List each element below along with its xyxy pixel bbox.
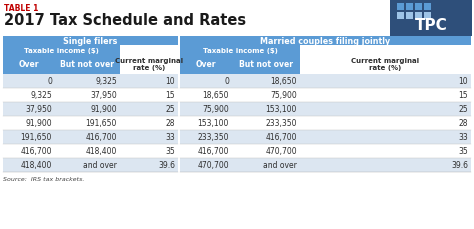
Text: Source:  IRS tax brackets.: Source: IRS tax brackets. [3, 176, 84, 181]
Text: 75,900: 75,900 [270, 91, 297, 100]
Text: 15: 15 [458, 91, 468, 100]
FancyBboxPatch shape [3, 158, 178, 172]
Text: 37,950: 37,950 [25, 105, 52, 114]
FancyBboxPatch shape [3, 144, 178, 158]
FancyBboxPatch shape [180, 75, 471, 89]
FancyBboxPatch shape [180, 55, 300, 75]
Text: 153,100: 153,100 [198, 119, 229, 128]
Text: But not over: But not over [61, 60, 115, 69]
Text: 35: 35 [458, 147, 468, 156]
Text: 39.6: 39.6 [451, 161, 468, 170]
FancyBboxPatch shape [3, 75, 178, 89]
Text: 416,700: 416,700 [265, 133, 297, 142]
Text: 91,900: 91,900 [91, 105, 117, 114]
Text: 0: 0 [47, 77, 52, 86]
FancyBboxPatch shape [406, 13, 413, 20]
FancyBboxPatch shape [397, 13, 404, 20]
FancyBboxPatch shape [415, 13, 422, 20]
Text: 18,650: 18,650 [271, 77, 297, 86]
Text: 9,325: 9,325 [30, 91, 52, 100]
Text: 10: 10 [165, 77, 175, 86]
Text: Current marginal
rate (%): Current marginal rate (%) [351, 58, 419, 71]
Text: 37,950: 37,950 [90, 91, 117, 100]
Text: 28: 28 [458, 119, 468, 128]
FancyBboxPatch shape [180, 37, 471, 46]
Text: TPC: TPC [415, 18, 447, 33]
Text: 9,325: 9,325 [95, 77, 117, 86]
Text: TABLE 1: TABLE 1 [4, 4, 38, 13]
FancyBboxPatch shape [3, 117, 178, 131]
FancyBboxPatch shape [3, 37, 471, 172]
Text: 153,100: 153,100 [265, 105, 297, 114]
FancyBboxPatch shape [3, 103, 178, 117]
Text: 416,700: 416,700 [198, 147, 229, 156]
FancyBboxPatch shape [3, 55, 120, 75]
Text: 233,350: 233,350 [265, 119, 297, 128]
FancyBboxPatch shape [300, 46, 471, 55]
Text: Married couples filing jointly: Married couples filing jointly [260, 37, 391, 46]
FancyBboxPatch shape [424, 13, 431, 20]
FancyBboxPatch shape [415, 4, 422, 11]
Text: Current marginal
rate (%): Current marginal rate (%) [115, 58, 183, 71]
Text: 33: 33 [458, 133, 468, 142]
Text: 0: 0 [224, 77, 229, 86]
Text: Over: Over [196, 60, 216, 69]
Text: 18,650: 18,650 [202, 91, 229, 100]
FancyBboxPatch shape [3, 131, 178, 144]
FancyBboxPatch shape [178, 37, 180, 172]
Text: 233,350: 233,350 [198, 133, 229, 142]
Text: 33: 33 [165, 133, 175, 142]
Text: 91,900: 91,900 [26, 119, 52, 128]
FancyBboxPatch shape [390, 1, 472, 37]
Text: 191,650: 191,650 [21, 133, 52, 142]
Text: 470,700: 470,700 [197, 161, 229, 170]
FancyBboxPatch shape [120, 55, 178, 75]
FancyBboxPatch shape [180, 144, 471, 158]
Text: 25: 25 [458, 105, 468, 114]
FancyBboxPatch shape [180, 117, 471, 131]
Text: 2017 Tax Schedule and Rates: 2017 Tax Schedule and Rates [4, 13, 246, 28]
Text: 28: 28 [165, 119, 175, 128]
Text: Over: Over [19, 60, 39, 69]
Text: 418,400: 418,400 [86, 147, 117, 156]
FancyBboxPatch shape [180, 131, 471, 144]
Text: 10: 10 [458, 77, 468, 86]
Text: 418,400: 418,400 [21, 161, 52, 170]
FancyBboxPatch shape [180, 89, 471, 103]
Text: 39.6: 39.6 [158, 161, 175, 170]
Text: Single filers: Single filers [64, 37, 118, 46]
Text: Taxable income ($): Taxable income ($) [24, 47, 99, 53]
Text: 25: 25 [165, 105, 175, 114]
FancyBboxPatch shape [300, 55, 471, 75]
FancyBboxPatch shape [397, 4, 404, 11]
Text: and over: and over [83, 161, 117, 170]
Text: 416,700: 416,700 [85, 133, 117, 142]
FancyBboxPatch shape [180, 103, 471, 117]
Text: Taxable income ($): Taxable income ($) [202, 47, 277, 53]
Text: But not over: But not over [239, 60, 293, 69]
FancyBboxPatch shape [180, 158, 471, 172]
FancyBboxPatch shape [406, 4, 413, 11]
FancyBboxPatch shape [424, 4, 431, 11]
Text: 470,700: 470,700 [265, 147, 297, 156]
FancyBboxPatch shape [180, 46, 300, 55]
Text: 416,700: 416,700 [20, 147, 52, 156]
FancyBboxPatch shape [3, 46, 120, 55]
Text: 35: 35 [165, 147, 175, 156]
Text: and over: and over [263, 161, 297, 170]
FancyBboxPatch shape [3, 89, 178, 103]
Text: 15: 15 [165, 91, 175, 100]
Text: 191,650: 191,650 [86, 119, 117, 128]
FancyBboxPatch shape [3, 37, 178, 46]
FancyBboxPatch shape [120, 46, 178, 55]
Text: 75,900: 75,900 [202, 105, 229, 114]
